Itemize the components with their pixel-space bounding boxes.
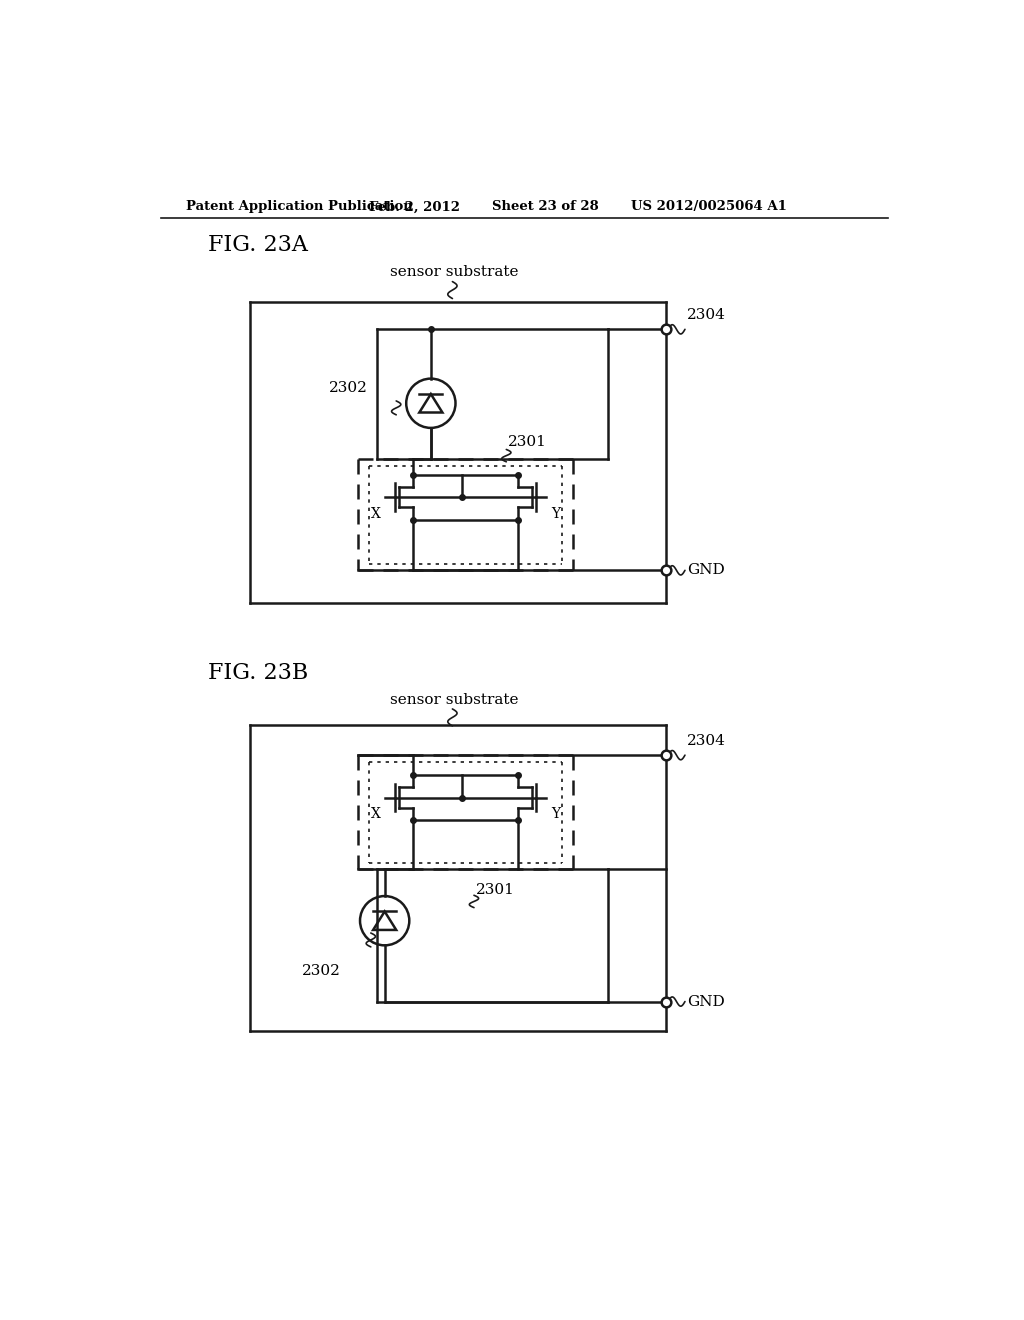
Text: GND: GND <box>687 564 725 577</box>
Text: Y: Y <box>551 507 560 521</box>
Text: X: X <box>371 507 380 521</box>
Text: 2304: 2304 <box>687 309 726 322</box>
Text: 2302: 2302 <box>301 964 340 978</box>
Text: Sheet 23 of 28: Sheet 23 of 28 <box>493 201 599 214</box>
Text: 2301: 2301 <box>508 434 547 449</box>
Text: FIG. 23A: FIG. 23A <box>208 234 307 256</box>
Text: Feb. 2, 2012: Feb. 2, 2012 <box>370 201 460 214</box>
Text: Patent Application Publication: Patent Application Publication <box>186 201 413 214</box>
Text: 2301: 2301 <box>475 883 514 896</box>
Text: FIG. 23B: FIG. 23B <box>208 661 308 684</box>
Text: 2302: 2302 <box>330 381 368 395</box>
Text: GND: GND <box>687 994 725 1008</box>
Text: Y: Y <box>551 808 560 821</box>
Text: US 2012/0025064 A1: US 2012/0025064 A1 <box>631 201 786 214</box>
Text: X: X <box>371 808 380 821</box>
Text: sensor substrate: sensor substrate <box>390 265 518 280</box>
Text: sensor substrate: sensor substrate <box>390 693 518 706</box>
Text: 2304: 2304 <box>687 734 726 748</box>
